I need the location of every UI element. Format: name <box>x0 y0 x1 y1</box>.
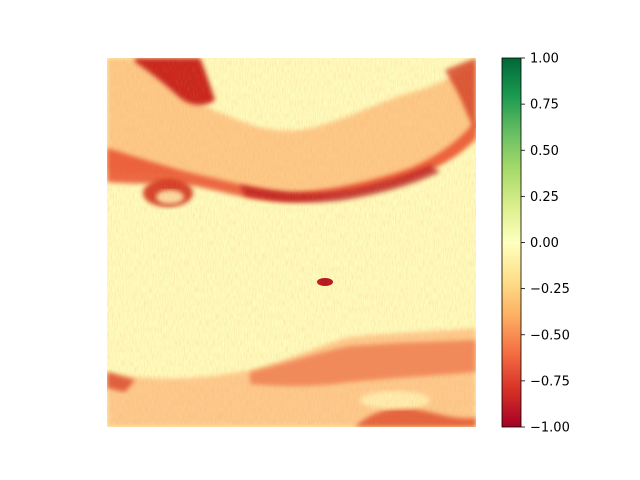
colorbar-tick-label: −1.00 <box>530 421 570 436</box>
heatmap-image <box>107 58 476 427</box>
colorbar-tick-label: 0.00 <box>530 236 559 251</box>
colorbar-ticks: 1.00 0.75 0.50 0.25 0.00 −0.25 −0.50 −0.75 −1.00 <box>521 52 570 436</box>
colorbar-tick-label: −0.25 <box>530 282 570 297</box>
texture-overlay <box>107 58 476 427</box>
colorbar-tick-label: 0.50 <box>530 144 559 159</box>
colorbar-tick-label: −0.75 <box>530 374 570 389</box>
colorbar-tick-label: 1.00 <box>530 52 559 67</box>
colorbar-gradient <box>501 57 522 428</box>
colorbar-tick-label: −0.50 <box>530 328 570 343</box>
colorbar-tick-label: 0.25 <box>530 190 559 205</box>
colorbar-tick-label: 0.75 <box>530 98 559 113</box>
colorbar: 1.00 0.75 0.50 0.25 0.00 −0.25 −0.50 −0.75 −1.00 <box>501 52 570 436</box>
